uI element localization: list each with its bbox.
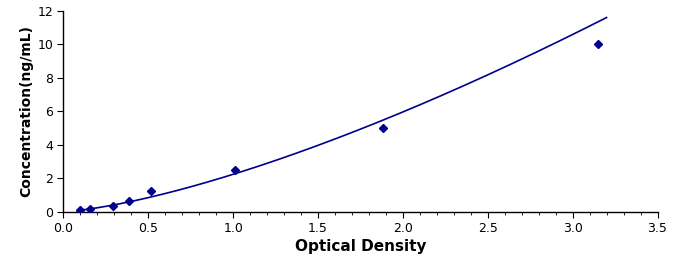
Y-axis label: Concentration(ng/mL): Concentration(ng/mL) — [19, 25, 33, 197]
X-axis label: Optical Density: Optical Density — [295, 239, 426, 254]
